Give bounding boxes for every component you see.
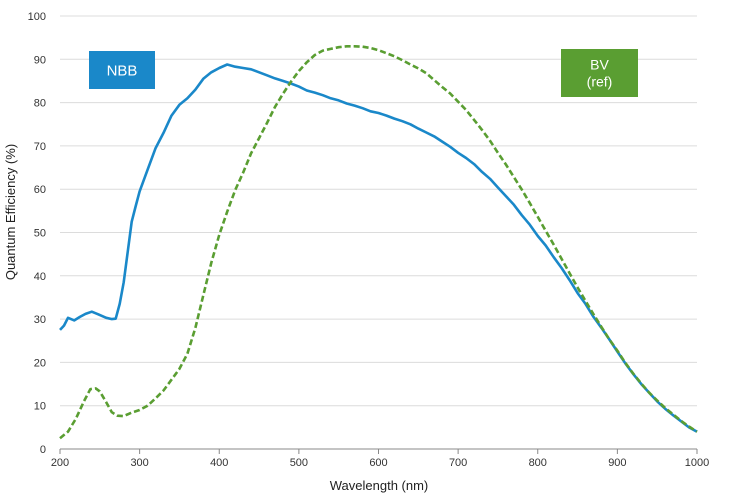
- series-line-1: [59, 45, 698, 440]
- y-tick-label: 50: [34, 228, 46, 240]
- x-tick-label: 800: [529, 457, 547, 469]
- x-tick-label: 600: [369, 457, 387, 469]
- x-tick-label: 400: [210, 457, 228, 469]
- series-labels: NBB BV(ref): [89, 49, 638, 97]
- series-line-0: [59, 63, 698, 433]
- y-tick-label: 30: [34, 314, 46, 326]
- series-label-box: [561, 49, 638, 97]
- y-tick-label: 100: [28, 11, 46, 23]
- y-tick-label: 70: [34, 141, 46, 153]
- x-tick-label: 900: [608, 457, 626, 469]
- series-label-text: (ref): [587, 74, 613, 90]
- y-tick-label: 80: [34, 98, 46, 110]
- y-axis-title: Quantum Efficiency (%): [3, 144, 18, 280]
- series-label-text: BV: [590, 57, 609, 73]
- x-tick-label: 500: [290, 457, 308, 469]
- grid-lines: [60, 15, 697, 407]
- x-tick-label: 1000: [685, 457, 709, 469]
- y-tick-label: 10: [34, 401, 46, 413]
- x-tick-label: 700: [449, 457, 467, 469]
- series-label-text: NBB: [107, 62, 138, 79]
- series-label-box: [89, 51, 155, 89]
- x-tick-label: 300: [130, 457, 148, 469]
- y-tick-label: 20: [34, 357, 46, 369]
- series-lines: [59, 45, 698, 440]
- y-tick-label: 60: [34, 184, 46, 196]
- axes: 0 10 20 30 40 50 60 70 80 90 100 200 300 400 500 600 700…: [28, 11, 710, 469]
- x-tick-label: 200: [51, 457, 69, 469]
- y-tick-label: 0: [40, 444, 46, 456]
- y-tick-label: 40: [34, 271, 46, 283]
- y-tick-label: 90: [34, 54, 46, 66]
- x-axis-title: Wavelength (nm): [330, 478, 429, 493]
